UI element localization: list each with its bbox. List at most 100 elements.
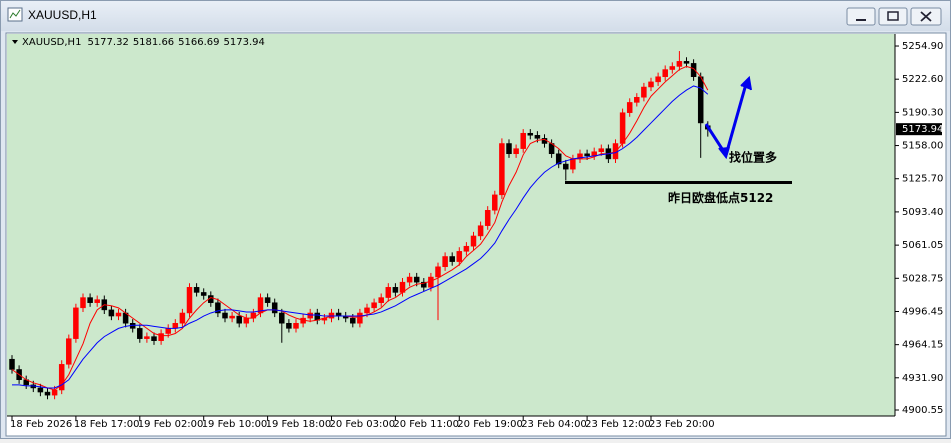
candle-body [94, 299, 100, 303]
candle-body [179, 312, 186, 324]
x-tick-label: 19 Feb 02:00 [138, 419, 204, 430]
candle-body [648, 81, 654, 88]
candle-body [115, 312, 122, 317]
candle-body [563, 163, 569, 170]
title-bar [1, 1, 950, 31]
candle-body [527, 132, 534, 136]
candle-body [193, 287, 200, 293]
y-tick-label: 5254.90 [902, 41, 943, 52]
candle-body [165, 328, 171, 334]
candle-body [137, 328, 143, 339]
candle-body [669, 66, 676, 70]
candle-body [449, 256, 455, 262]
candle-body [80, 297, 86, 309]
candle-body [492, 194, 498, 211]
candle-body [158, 333, 164, 341]
candle-body [428, 276, 434, 288]
y-tick-label: 5222.60 [902, 74, 943, 85]
candle-body [144, 336, 150, 339]
candle-body [279, 312, 285, 324]
candle-body [626, 102, 633, 113]
candle-body [477, 225, 484, 237]
chart-header: XAUUSD,H1 5177.32 5181.66 5166.69 5173.94 [22, 37, 265, 48]
header-arrow [12, 40, 18, 44]
candle-body [172, 322, 179, 329]
x-tick-label: 20 Feb 03:00 [330, 419, 396, 430]
candle-body [293, 322, 299, 329]
candle-body [350, 317, 356, 324]
header-high: 5181.66 [133, 37, 174, 48]
y-tick-label: 5093.40 [902, 207, 943, 218]
candle-body [470, 235, 477, 247]
x-tick-label: 20 Feb 19:00 [457, 419, 523, 430]
annotation: 昨日欧盘低点5122 [668, 190, 773, 205]
candle-body [229, 315, 235, 319]
candle-body [598, 148, 605, 152]
candle-body [186, 287, 193, 314]
minimize-button[interactable] [846, 7, 876, 26]
header-close: 5173.94 [224, 37, 265, 48]
candle-body [286, 322, 292, 329]
candle-body [570, 158, 576, 170]
candle-body [108, 309, 115, 317]
candle-body [676, 61, 683, 67]
candle-body [392, 287, 399, 293]
window-title: XAUUSD,H1 [28, 8, 97, 22]
candle-body [357, 312, 363, 324]
candle-body [44, 391, 51, 396]
current-price-box [896, 123, 942, 136]
x-tick-label: 18 Feb 2026 [10, 419, 72, 430]
candle-body [236, 315, 242, 324]
maximize-button[interactable] [878, 7, 908, 26]
current-price-label: 5173.94 [902, 124, 943, 135]
candle-body [328, 312, 335, 319]
candle-body [662, 69, 668, 77]
candle-body [58, 364, 65, 391]
candle-body [421, 281, 427, 288]
candle-body [243, 317, 250, 324]
candle-body [513, 148, 519, 155]
window-icon [7, 7, 23, 22]
candle-body [73, 307, 79, 339]
candle-body [641, 86, 647, 98]
candle-body [655, 76, 661, 83]
candle-body [264, 297, 271, 303]
y-tick-label: 5061.05 [902, 240, 943, 251]
candle-body [66, 338, 72, 365]
candle-body [534, 135, 541, 139]
candle-body [619, 112, 626, 144]
close-button[interactable] [910, 7, 942, 26]
candle-body [314, 312, 321, 321]
candle-body [435, 266, 441, 278]
x-tick-label: 23 Feb 04:00 [521, 419, 587, 430]
candle-body [413, 276, 420, 283]
candle-body [456, 251, 463, 262]
candle-body [584, 153, 590, 157]
blue-arrow [704, 75, 752, 160]
y-tick-label: 5125.70 [902, 174, 943, 185]
candle-body [51, 389, 58, 396]
candle-body [697, 76, 704, 124]
candle-body [555, 153, 562, 165]
candle-body [9, 358, 15, 370]
candle-body [200, 292, 207, 296]
x-tick-label: 19 Feb 10:00 [202, 419, 268, 430]
x-tick-label: 23 Feb 20:00 [649, 419, 715, 430]
candle-body [690, 63, 697, 77]
moving-average [12, 85, 709, 389]
y-tick-label: 5028.75 [902, 273, 943, 284]
candle-body [442, 256, 448, 268]
candle-body [499, 143, 505, 196]
candle-body [385, 287, 392, 298]
moving-average [11, 65, 709, 391]
candle-body [406, 276, 413, 283]
y-tick-label: 4964.15 [902, 340, 943, 351]
symbol: XAUUSD,H1 [22, 37, 81, 48]
y-tick-label: 4900.55 [902, 405, 943, 416]
header-open: 5177.32 [87, 37, 128, 48]
y-tick-label: 4996.45 [902, 306, 943, 317]
x-tick-label: 19 Feb 18:00 [266, 419, 332, 430]
candle-body [484, 210, 491, 226]
candle-body [151, 336, 157, 341]
